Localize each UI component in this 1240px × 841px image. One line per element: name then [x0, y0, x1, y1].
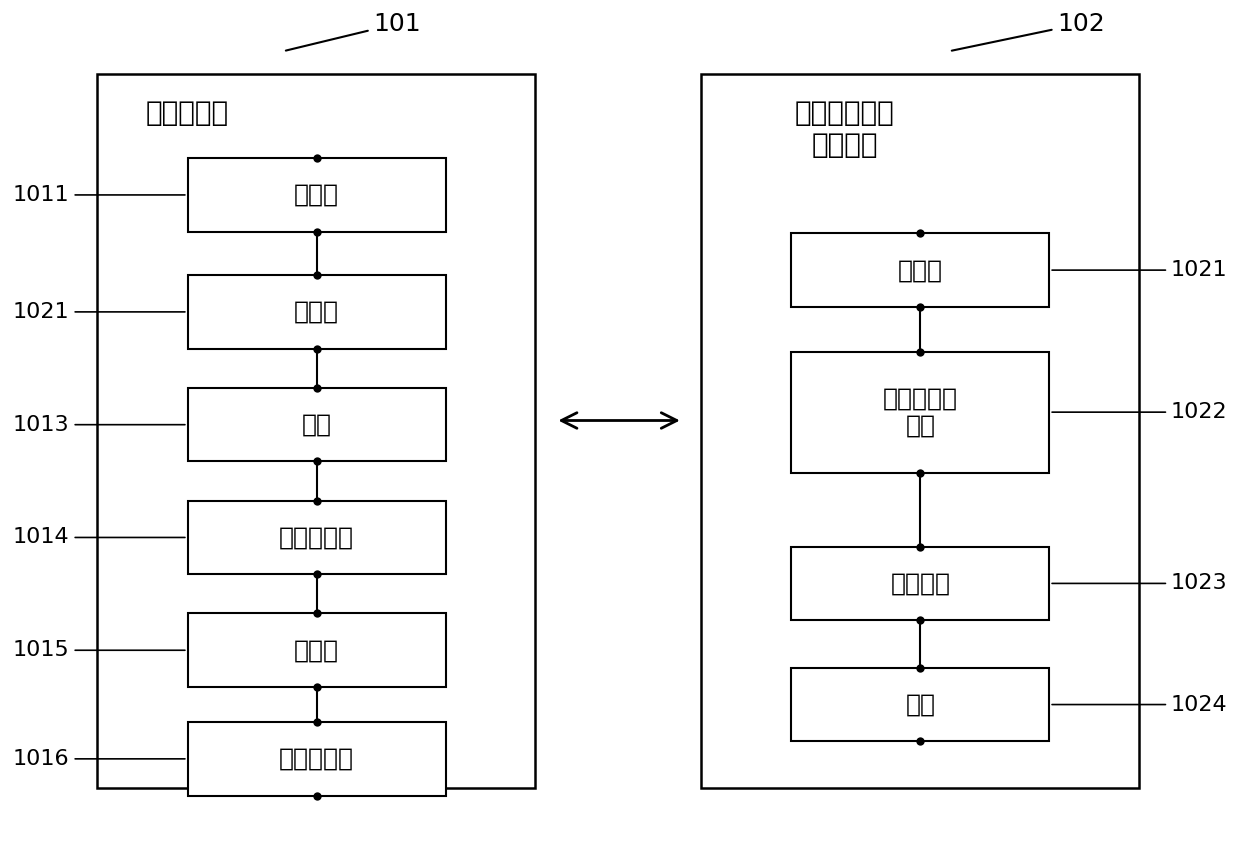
FancyBboxPatch shape [791, 547, 1049, 620]
FancyBboxPatch shape [791, 668, 1049, 741]
Text: 起偏器: 起偏器 [294, 300, 340, 324]
Text: 1024: 1024 [1052, 695, 1228, 715]
Text: 扫描平台: 扫描平台 [890, 571, 950, 595]
FancyBboxPatch shape [187, 275, 445, 349]
FancyBboxPatch shape [97, 74, 536, 788]
FancyBboxPatch shape [187, 722, 445, 796]
Text: 第一透镜组: 第一透镜组 [279, 526, 355, 549]
Text: 1013: 1013 [12, 415, 185, 435]
Text: 1023: 1023 [1052, 574, 1228, 594]
Text: 101: 101 [286, 12, 420, 50]
Text: 1021: 1021 [12, 302, 185, 322]
Text: 激光器: 激光器 [294, 183, 340, 207]
FancyBboxPatch shape [187, 388, 445, 462]
Text: 1011: 1011 [12, 185, 185, 205]
Text: 第二透镜组: 第二透镜组 [279, 747, 355, 771]
Text: 表面等离激元
激发单元: 表面等离激元 激发单元 [795, 99, 894, 159]
FancyBboxPatch shape [791, 233, 1049, 307]
Text: 激发光单元: 激发光单元 [145, 99, 228, 127]
FancyBboxPatch shape [701, 74, 1138, 788]
Text: 1015: 1015 [12, 640, 185, 660]
Text: 波片: 波片 [301, 413, 332, 436]
Text: 分束器: 分束器 [898, 258, 942, 282]
Text: 1016: 1016 [12, 748, 185, 769]
Text: 1021: 1021 [1052, 260, 1228, 280]
FancyBboxPatch shape [187, 613, 445, 687]
Text: 1014: 1014 [12, 527, 185, 547]
Text: 102: 102 [952, 12, 1105, 50]
Text: 玻片: 玻片 [905, 692, 935, 717]
FancyBboxPatch shape [187, 158, 445, 231]
Text: 液晶片: 液晶片 [294, 638, 340, 662]
Text: 1022: 1022 [1052, 402, 1228, 422]
Text: 高数值孔径
物镜: 高数值孔径 物镜 [883, 386, 957, 438]
FancyBboxPatch shape [791, 352, 1049, 473]
FancyBboxPatch shape [187, 500, 445, 574]
